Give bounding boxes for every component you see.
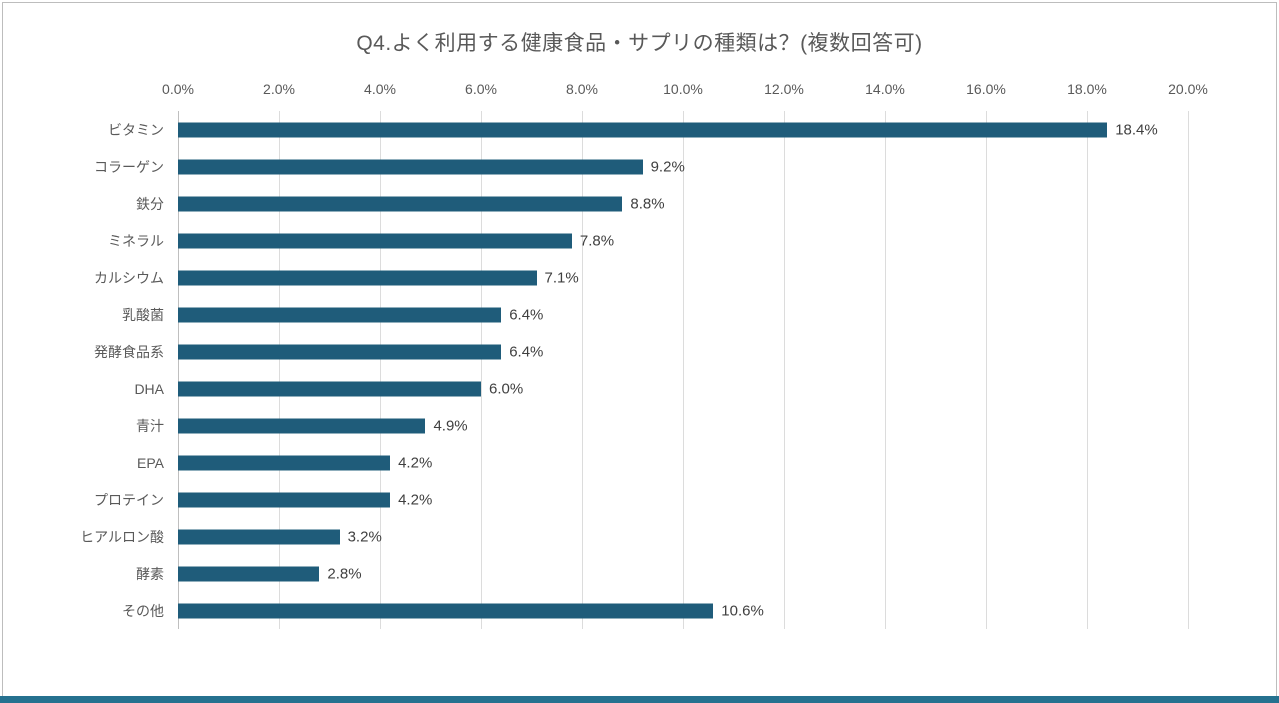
bar xyxy=(178,455,391,470)
category-label: DHA xyxy=(134,380,164,397)
bar xyxy=(178,307,502,322)
x-tick-label: 14.0% xyxy=(865,81,905,97)
gridline xyxy=(481,111,482,629)
category-label: EPA xyxy=(137,454,164,471)
category-label: 鉄分 xyxy=(136,195,164,212)
x-tick-label: 4.0% xyxy=(364,81,396,97)
x-tick-label: 18.0% xyxy=(1067,81,1107,97)
bar-row: 鉄分 8.8% xyxy=(136,185,1188,222)
x-axis-tick-labels: 0.0% 2.0% 4.0% 6.0% 8.0% 10.0% 12.0% 14.0% 16.0%… xyxy=(162,81,1208,99)
category-label: カルシウム xyxy=(94,269,164,286)
gridline xyxy=(1188,111,1189,629)
bar xyxy=(178,381,481,396)
bar-row: 青汁 4.9% xyxy=(136,407,1188,444)
value-label: 6.0% xyxy=(489,380,524,397)
bar xyxy=(178,122,1108,137)
value-label: 9.2% xyxy=(650,158,685,175)
bar xyxy=(178,270,537,285)
x-tick-label: 6.0% xyxy=(465,81,497,97)
bar xyxy=(178,196,623,211)
bar-row: 乳酸菌 6.4% xyxy=(122,296,1188,333)
x-tick-label: 10.0% xyxy=(663,81,703,97)
bar xyxy=(178,603,714,618)
category-label: 青汁 xyxy=(136,417,164,434)
category-label: ヒアルロン酸 xyxy=(80,528,164,545)
bar xyxy=(178,233,572,248)
value-label: 6.4% xyxy=(509,343,544,360)
bar xyxy=(178,159,643,174)
gridline xyxy=(784,111,785,629)
gridline xyxy=(380,111,381,629)
bar-row: ビタミン 18.4% xyxy=(108,111,1188,148)
gridline xyxy=(885,111,886,629)
plot-area: ビタミン 18.4% コラーゲン 9.2% 鉄分 8.8% ミネラル 7.8% カルシウム 7.1… xyxy=(80,111,1189,629)
gridline xyxy=(683,111,684,629)
x-tick-label: 0.0% xyxy=(162,81,194,97)
category-label: プロテイン xyxy=(94,491,164,508)
bar-row: 発酵食品系 6.4% xyxy=(94,333,1188,370)
x-tick-label: 12.0% xyxy=(764,81,804,97)
bar xyxy=(178,529,340,544)
x-tick-label: 16.0% xyxy=(966,81,1006,97)
value-label: 4.2% xyxy=(398,491,433,508)
bar-row: DHA 6.0% xyxy=(134,370,1188,407)
value-label: 3.2% xyxy=(347,528,382,545)
gridline xyxy=(582,111,583,629)
value-label: 18.4% xyxy=(1115,121,1158,138)
value-label: 7.1% xyxy=(544,269,579,286)
category-label: 酵素 xyxy=(136,565,164,582)
gridline xyxy=(986,111,987,629)
x-tick-label: 8.0% xyxy=(566,81,598,97)
bar-row: ミネラル 7.8% xyxy=(108,222,1188,259)
bottom-accent-strip xyxy=(0,696,1279,703)
value-label: 2.8% xyxy=(327,565,362,582)
bar xyxy=(178,566,320,581)
category-label: ビタミン xyxy=(108,121,164,138)
value-label: 4.9% xyxy=(433,417,468,434)
bar-row: EPA 4.2% xyxy=(137,444,1188,481)
category-label: ミネラル xyxy=(108,232,164,249)
x-tick-label: 2.0% xyxy=(263,81,295,97)
bar-row: ヒアルロン酸 3.2% xyxy=(80,518,1188,555)
gridline xyxy=(279,111,280,629)
value-label: 8.8% xyxy=(630,195,665,212)
bar-row: コラーゲン 9.2% xyxy=(94,148,1188,185)
category-label: コラーゲン xyxy=(94,158,164,175)
bar-rows: ビタミン 18.4% コラーゲン 9.2% 鉄分 8.8% ミネラル 7.8% カルシウム 7.1… xyxy=(80,111,1188,629)
bar-row: カルシウム 7.1% xyxy=(94,259,1188,296)
category-label: 発酵食品系 xyxy=(94,343,164,360)
bar xyxy=(178,418,426,433)
bar-row: プロテイン 4.2% xyxy=(94,481,1188,518)
y-axis-line xyxy=(178,111,179,629)
value-label: 7.8% xyxy=(579,232,615,249)
value-label: 10.6% xyxy=(721,602,764,619)
bar xyxy=(178,344,502,359)
gridline xyxy=(1087,111,1088,629)
value-label: 6.4% xyxy=(509,306,544,323)
bar-row: 酵素 2.8% xyxy=(136,555,1188,592)
value-label: 4.2% xyxy=(398,454,433,471)
category-label: その他 xyxy=(122,602,164,619)
category-label: 乳酸菌 xyxy=(122,306,164,323)
bar-row: その他 10.6% xyxy=(122,592,1188,629)
chart-title: Q4.よく利用する健康食品・サプリの種類は？(複数回答可) xyxy=(356,32,923,55)
x-tick-label: 20.0% xyxy=(1168,81,1208,97)
bar xyxy=(178,492,391,507)
